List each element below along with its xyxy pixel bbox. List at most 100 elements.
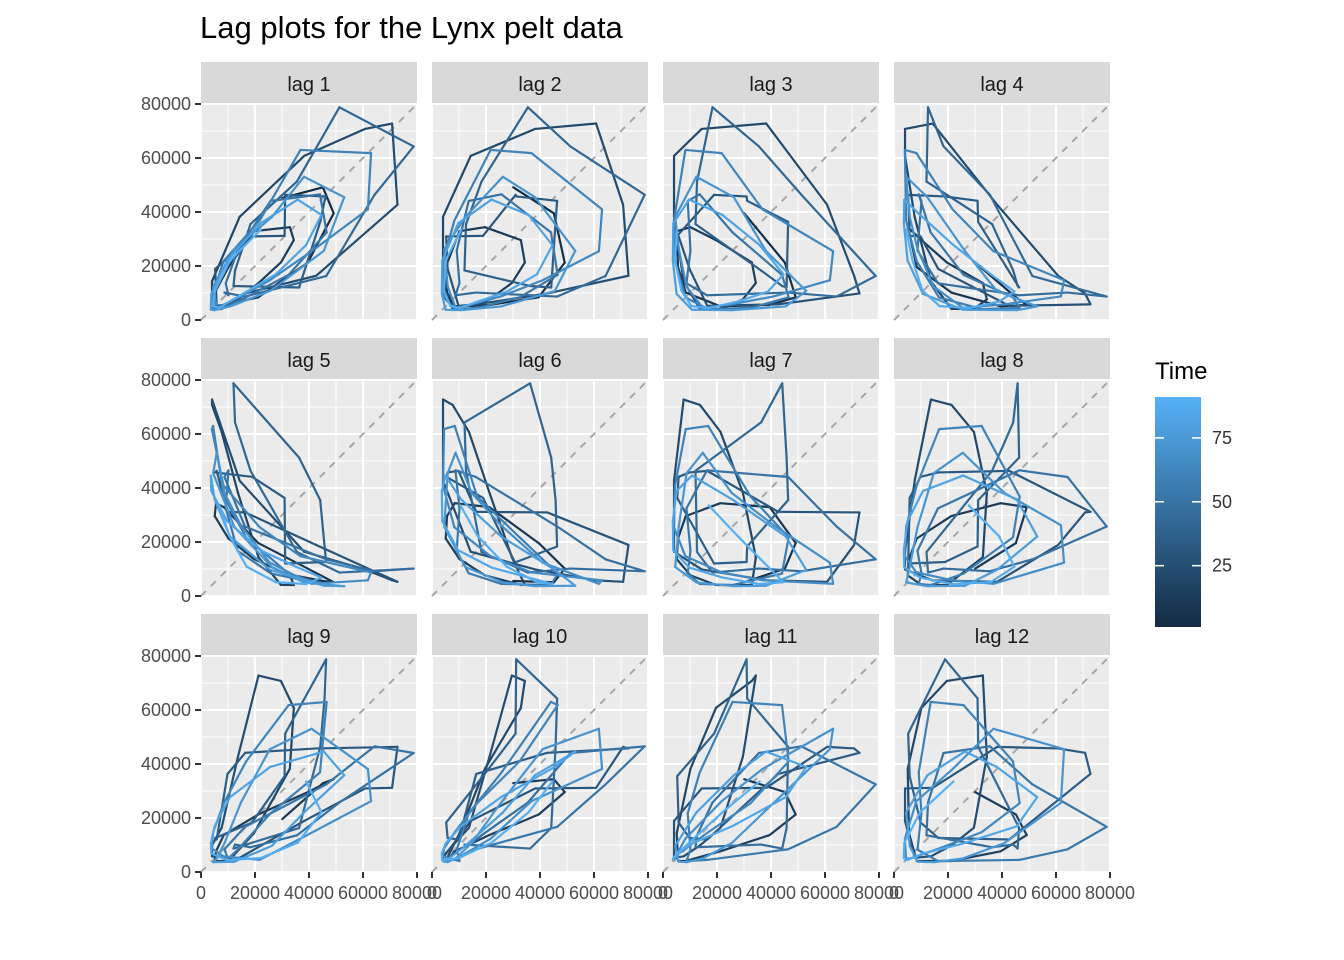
lag-segment: [211, 305, 221, 310]
lag-segment: [226, 520, 262, 552]
lag-path-lag-10: [440, 658, 646, 864]
lag-segment: [528, 382, 553, 459]
lag-segment: [695, 106, 714, 183]
lag-segment: [835, 783, 877, 828]
lag-segment: [785, 456, 790, 502]
lag-segment: [694, 421, 763, 472]
x-tick-label: 20000: [461, 883, 511, 903]
lag-segment: [474, 825, 559, 851]
lag-segment: [595, 122, 625, 206]
lag-segment: [1018, 848, 1069, 862]
lag-segment: [784, 535, 808, 571]
lag-segment: [223, 801, 242, 845]
y-tick-label: 60000: [141, 148, 191, 168]
lag-segment: [684, 555, 723, 574]
facet-strip-label: lag 6: [518, 350, 561, 372]
x-tick-label: 0: [658, 883, 668, 903]
lag-segment: [457, 198, 493, 225]
lag-segment: [480, 106, 530, 183]
lag-segment: [268, 727, 313, 751]
lag-segment: [1018, 469, 1069, 479]
facet-panel-lag-4: lag 4: [893, 62, 1111, 321]
lag-segment: [445, 235, 449, 271]
lag-segment: [310, 727, 369, 771]
lag-segment: [453, 526, 492, 558]
lag-segment: [243, 525, 328, 561]
lag-segment: [919, 780, 955, 814]
lag-segment: [232, 382, 301, 459]
lag-segment: [274, 244, 308, 276]
lag-segment: [705, 469, 790, 479]
lag-segment: [279, 239, 295, 264]
lag-segment: [937, 267, 1011, 307]
lag-segment: [218, 504, 231, 538]
lag-segment: [467, 193, 503, 203]
lag-segment: [226, 751, 247, 776]
lag-segment: [783, 541, 797, 570]
reference-line-y-equals-x: [431, 103, 649, 321]
lag-segment: [534, 122, 598, 131]
lag-segment: [706, 469, 780, 513]
lag-segment: [745, 658, 749, 700]
lag-segment: [685, 451, 704, 475]
lag-segment: [938, 305, 970, 310]
lag-segment: [556, 783, 607, 828]
reference-line-y-equals-x: [431, 655, 649, 873]
lag-segment: [720, 571, 764, 582]
lag-segment: [554, 199, 559, 224]
lag-segment: [210, 215, 241, 283]
lag-segment: [483, 226, 522, 242]
lag-segment: [318, 193, 328, 234]
lag-segment: [972, 430, 988, 494]
lag-segment: [990, 421, 1015, 472]
lag-segment: [732, 196, 768, 253]
lag-segment: [707, 504, 739, 538]
lag-segment: [758, 581, 785, 586]
lag-path-lag-11: [671, 658, 877, 864]
facet-strip-label: lag 1: [287, 74, 330, 96]
lag-segment: [470, 491, 502, 527]
lag-segment: [915, 767, 954, 803]
lag-segment: [595, 745, 625, 789]
lag-segment: [684, 800, 723, 840]
lag-segment: [446, 267, 460, 307]
lag-segment: [210, 398, 241, 482]
lag-segment: [476, 535, 508, 568]
lag-segment: [701, 451, 733, 495]
lag-segment: [1016, 826, 1021, 850]
lag-segment: [911, 259, 924, 292]
lag-segment: [490, 198, 530, 217]
lag-segment: [926, 750, 966, 777]
lag-segment: [269, 193, 322, 203]
lag-segment: [514, 658, 518, 735]
lag-segment: [442, 259, 447, 292]
lag-segment: [961, 474, 1018, 501]
lag-segment: [304, 576, 323, 586]
lag-segment: [772, 748, 831, 805]
lag-segment: [459, 504, 479, 538]
lag-segment: [686, 549, 692, 575]
lag-segment: [224, 507, 239, 552]
lag-segment: [937, 836, 1011, 841]
lag-segment: [238, 154, 306, 218]
lag-segment: [257, 541, 309, 570]
lag-segment: [222, 219, 261, 263]
lag-segment: [732, 750, 768, 777]
lag-segment: [936, 469, 1021, 510]
lag-segment: [685, 469, 709, 510]
lag-segment: [537, 541, 566, 570]
lag-segment: [541, 561, 600, 585]
lag-segment: [676, 515, 687, 540]
lag-segment: [299, 148, 373, 155]
reference-line-y-equals-x: [893, 103, 1111, 321]
lag-segment: [454, 469, 478, 479]
lag-segment: [268, 568, 325, 587]
lag-segment: [961, 825, 1018, 845]
lag-segment: [972, 755, 988, 829]
lag-segment: [672, 127, 703, 157]
lag-segment: [476, 290, 508, 303]
lag-segment: [903, 148, 908, 222]
lag-segment: [981, 491, 988, 559]
lag-segment: [730, 801, 775, 845]
lag-segment: [932, 285, 964, 309]
